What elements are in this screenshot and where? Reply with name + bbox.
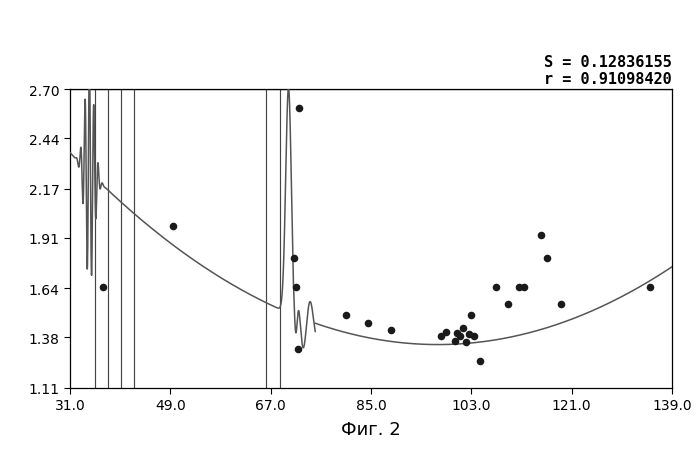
X-axis label: Фиг. 2: Фиг. 2 bbox=[341, 420, 401, 438]
Point bbox=[541, 255, 552, 262]
Point bbox=[463, 331, 474, 338]
Point bbox=[474, 358, 485, 365]
Point bbox=[290, 284, 301, 291]
Point bbox=[491, 284, 502, 291]
Point bbox=[644, 284, 655, 291]
Point bbox=[519, 284, 530, 291]
Point bbox=[454, 333, 466, 340]
Point bbox=[452, 330, 463, 337]
Point bbox=[468, 333, 480, 340]
Point bbox=[293, 106, 304, 113]
Point bbox=[293, 346, 304, 353]
Point bbox=[555, 301, 566, 308]
Point bbox=[449, 337, 460, 345]
Point bbox=[363, 320, 374, 327]
Text: S = 0.12836155
r = 0.91098420: S = 0.12836155 r = 0.91098420 bbox=[545, 55, 672, 87]
Point bbox=[98, 284, 109, 291]
Point bbox=[513, 284, 524, 291]
Point bbox=[536, 232, 547, 239]
Point bbox=[457, 324, 468, 331]
Point bbox=[340, 311, 351, 318]
Point bbox=[167, 223, 178, 230]
Point bbox=[440, 329, 452, 336]
Point bbox=[435, 333, 447, 340]
Point bbox=[460, 338, 471, 345]
Point bbox=[385, 326, 396, 333]
Point bbox=[466, 311, 477, 318]
Point bbox=[288, 255, 300, 262]
Point bbox=[502, 301, 513, 308]
